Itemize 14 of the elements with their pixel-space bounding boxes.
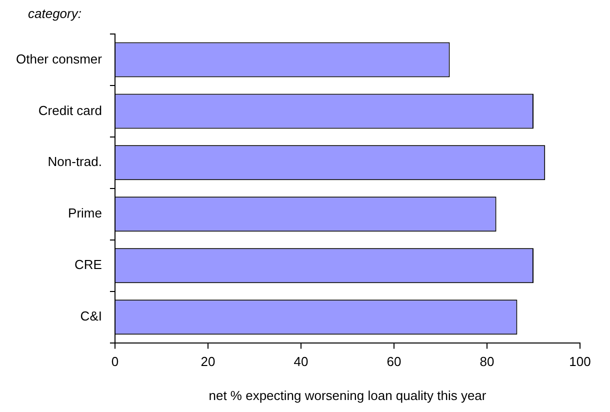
x-tick-label: 60 [386, 354, 402, 370]
y-tick-label: CRE [74, 257, 102, 272]
y-axis-title: category: [28, 6, 82, 22]
x-tick-label: 100 [569, 354, 591, 370]
y-tick-label: Credit card [38, 102, 102, 118]
x-axis-title: net % expecting worsening loan quality this year [208, 388, 487, 403]
x-tick-label: 40 [294, 354, 308, 370]
y-tick-label: Non-trad. [48, 154, 102, 170]
y-tick-label: Prime [68, 206, 102, 221]
x-tick-label: 20 [200, 354, 216, 370]
x-tick-label: 80 [480, 354, 494, 370]
y-tick-label: C&I [80, 308, 102, 324]
x-tick-label: 0 [111, 354, 119, 370]
y-tick-label: Other consmer [16, 51, 103, 66]
